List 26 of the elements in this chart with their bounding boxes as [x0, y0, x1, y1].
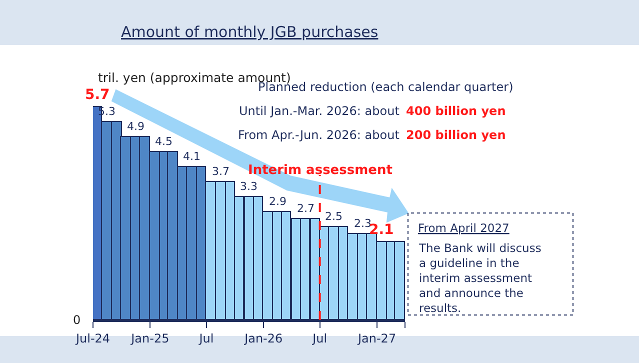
x-tick-label: Jul-24: [74, 331, 110, 346]
x-tick-label: Jul: [312, 331, 328, 346]
chart-title: Amount of monthly JGB purchases: [121, 23, 378, 41]
text: 400 billion yen: [406, 104, 506, 118]
data-label: 4.1: [183, 150, 200, 163]
data-label: 5.7: [85, 87, 110, 103]
annotation: Until Jan.-Mar. 2026: about: [239, 104, 400, 118]
text: The Bank will discuss a guideline in the interim assessment and announce the results.: [418, 241, 542, 315]
data-label: 2.7: [297, 202, 314, 215]
text: 0: [73, 313, 81, 327]
text: 200 billion yen: [406, 128, 506, 142]
data-label: 2.3: [354, 217, 372, 230]
x-tick-label: Jan-27: [356, 331, 396, 346]
data-label: 2.1: [369, 222, 394, 238]
x-tick-label: Jul: [198, 331, 214, 346]
data-label: 2.5: [325, 210, 342, 223]
data-label: 4.9: [127, 120, 144, 133]
x-tick-label: Jan-26: [244, 331, 283, 346]
text: From April 2027: [418, 221, 510, 235]
annotation: From Apr.-Jun. 2026: about: [238, 128, 400, 142]
ref-line-label: Interim assessment: [248, 163, 392, 178]
x-tick-label: Jan-25: [130, 331, 170, 346]
data-label: 3.7: [212, 165, 230, 178]
data-label: 2.9: [269, 195, 286, 208]
data-label: 4.5: [155, 135, 172, 148]
data-label: 3.3: [240, 180, 258, 193]
